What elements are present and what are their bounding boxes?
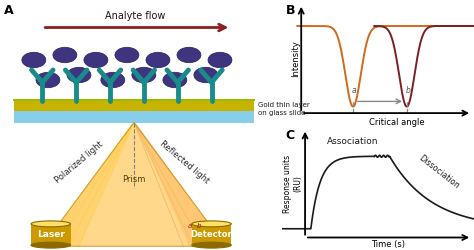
Text: Response units
(RU): Response units (RU) xyxy=(283,155,302,213)
Bar xyxy=(192,224,231,245)
Text: B: B xyxy=(286,4,295,17)
Bar xyxy=(14,100,254,111)
Text: Time (s): Time (s) xyxy=(371,240,405,249)
Text: Analyte flow: Analyte flow xyxy=(105,11,165,21)
Ellipse shape xyxy=(31,242,71,248)
Bar xyxy=(31,224,71,245)
Ellipse shape xyxy=(163,72,187,88)
Ellipse shape xyxy=(67,67,91,83)
Polygon shape xyxy=(42,122,226,246)
Text: Laser: Laser xyxy=(37,230,65,239)
Text: a: a xyxy=(352,86,356,95)
Text: Intensity: Intensity xyxy=(291,40,300,77)
Ellipse shape xyxy=(84,52,108,68)
Text: a: a xyxy=(187,223,191,229)
Text: C: C xyxy=(286,129,295,142)
Ellipse shape xyxy=(208,52,232,68)
Ellipse shape xyxy=(31,221,71,227)
Text: Detector: Detector xyxy=(191,230,232,239)
Text: Critical angle: Critical angle xyxy=(369,118,425,128)
Text: Gold thin layer
on glass slide: Gold thin layer on glass slide xyxy=(258,102,310,116)
Ellipse shape xyxy=(115,47,139,63)
Text: Polarized light: Polarized light xyxy=(53,140,105,185)
Ellipse shape xyxy=(22,52,46,68)
Text: Association: Association xyxy=(328,138,379,146)
Text: Dissociation: Dissociation xyxy=(418,154,461,191)
Text: Prism: Prism xyxy=(122,176,146,184)
Ellipse shape xyxy=(132,67,156,83)
Ellipse shape xyxy=(101,72,125,88)
Polygon shape xyxy=(136,122,226,246)
Polygon shape xyxy=(42,122,133,246)
Text: A: A xyxy=(4,4,14,17)
Ellipse shape xyxy=(53,47,77,63)
Bar xyxy=(14,111,254,122)
Ellipse shape xyxy=(177,47,201,63)
Ellipse shape xyxy=(146,52,170,68)
Text: b: b xyxy=(405,86,410,95)
Ellipse shape xyxy=(36,72,60,88)
Ellipse shape xyxy=(194,67,218,83)
Ellipse shape xyxy=(192,221,231,227)
Ellipse shape xyxy=(192,242,231,248)
Text: Reflected light: Reflected light xyxy=(158,139,211,186)
Text: b: b xyxy=(197,223,201,229)
